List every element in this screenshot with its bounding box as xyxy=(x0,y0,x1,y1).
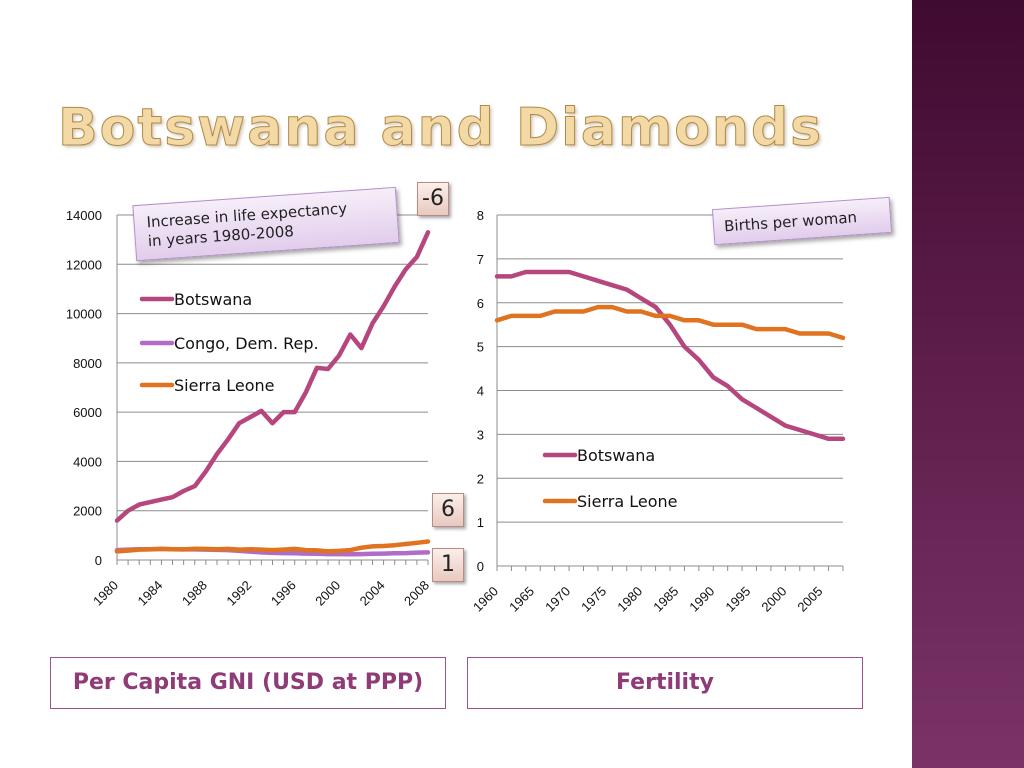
badge-six: 6 xyxy=(432,493,464,527)
chart1-legend-label-botswana: Botswana xyxy=(174,290,252,309)
chart2-x-tick-label: 1980 xyxy=(614,584,645,615)
chart1-x-tick-label: 2008 xyxy=(401,578,432,609)
chart2-x-tick-label: 2005 xyxy=(794,584,825,615)
chart1-x-tick-label: 1984 xyxy=(134,578,165,609)
chart2-y-tick-label: 1 xyxy=(477,515,484,530)
life-expectancy-callout-text: Increase in life expectancy in years 198… xyxy=(145,199,348,251)
chart2-y-tick-label: 6 xyxy=(477,296,484,311)
chart2-x-tick-label: 1960 xyxy=(470,584,501,615)
chart2-series-line-botswana xyxy=(494,269,846,442)
badge-minus-six: -6 xyxy=(417,182,449,216)
chart1-y-tick-label: 2000 xyxy=(73,504,102,519)
chart1-x-tick-label: 1980 xyxy=(90,578,121,609)
side-decor-bar xyxy=(912,0,1024,768)
chart1-series-line-sierra_leone xyxy=(114,539,431,554)
chart2-x-tick-label: 1985 xyxy=(650,584,681,615)
chart2-y-tick-label: 5 xyxy=(477,340,484,355)
chart2-x-tick-label: 1995 xyxy=(722,584,753,615)
chart1-x-tick-label: 1996 xyxy=(268,578,299,609)
chart2-legend-label-sierra_leone: Sierra Leone xyxy=(577,492,677,511)
caption-gni: Per Capita GNI (USD at PPP) xyxy=(50,657,446,709)
chart1-y-tick-label: 6000 xyxy=(73,405,102,420)
page-title: Botswana and Diamonds xyxy=(57,98,824,158)
chart2-y-tick-label: 3 xyxy=(477,427,484,442)
chart2-y-tick-label: 7 xyxy=(477,252,484,267)
chart1-y-tick-label: 12000 xyxy=(66,257,102,272)
chart2-x-tick-label: 2000 xyxy=(758,584,789,615)
chart1-y-tick-label: 0 xyxy=(95,553,102,568)
chart1-y-tick-label: 14000 xyxy=(66,208,102,223)
births-per-woman-callout-text: Births per woman xyxy=(723,208,858,236)
chart1-series-line-botswana xyxy=(114,230,431,523)
chart1-x-tick-label: 2004 xyxy=(357,578,388,609)
chart1-x-tick-label: 2000 xyxy=(312,578,343,609)
caption-fertility: Fertility xyxy=(467,657,863,709)
chart2-legend-label-botswana: Botswana xyxy=(577,446,655,465)
chart1-legend-label-sierra_leone: Sierra Leone xyxy=(174,376,274,395)
chart1-y-tick-label: 10000 xyxy=(66,307,102,322)
chart2-y-tick-label: 4 xyxy=(477,384,484,399)
chart2-series-line-sierra_leone xyxy=(494,304,846,341)
chart1-x-tick-label: 1992 xyxy=(223,578,254,609)
chart2-x-tick-label: 1975 xyxy=(578,584,609,615)
chart2-y-tick-label: 2 xyxy=(477,471,484,486)
chart2-y-tick-label: 0 xyxy=(477,559,484,574)
chart2-x-tick-label: 1965 xyxy=(506,584,537,615)
chart1-legend-label-congo: Congo, Dem. Rep. xyxy=(174,334,319,353)
chart2-x-tick-label: 1990 xyxy=(686,584,717,615)
chart1-y-tick-label: 4000 xyxy=(73,454,102,469)
badge-one: 1 xyxy=(432,548,464,582)
chart1-y-tick-label: 8000 xyxy=(73,356,102,371)
chart2-y-tick-label: 8 xyxy=(477,208,484,223)
chart1-x-tick-label: 1988 xyxy=(179,578,210,609)
chart2-x-tick-label: 1970 xyxy=(542,584,573,615)
